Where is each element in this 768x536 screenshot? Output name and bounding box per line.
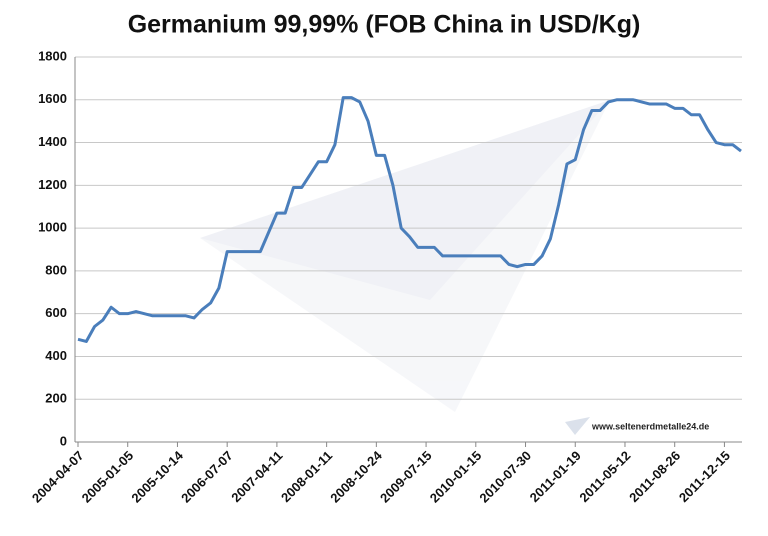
x-tick-label: 2005-10-14	[128, 447, 186, 505]
x-tick-label: 2008-10-24	[327, 447, 385, 505]
x-tick-label: 2008-01-11	[278, 448, 335, 505]
x-tick-label: 2011-12-15	[676, 448, 733, 505]
data-line	[77, 96, 742, 343]
x-tick-label: 2011-08-26	[626, 448, 683, 505]
x-tick-label: 2006-07-07	[178, 448, 236, 506]
x-tick-label: 2005-01-05	[79, 448, 137, 506]
y-tick-label: 1600	[38, 91, 67, 106]
x-tick-label: 2011-05-12	[576, 448, 633, 505]
y-tick-label: 200	[45, 391, 67, 406]
x-tick-label: 2009-07-15	[377, 448, 435, 506]
x-tick-label: 2010-01-15	[427, 448, 485, 506]
watermark-logo	[200, 100, 610, 435]
y-tick-label: 1800	[38, 48, 67, 63]
y-tick-label: 0	[60, 433, 67, 448]
watermark-text: www.seltenerdmetalle24.de	[591, 421, 709, 431]
y-tick-label: 600	[45, 305, 67, 320]
y-tick-label: 1400	[38, 134, 67, 149]
x-tick-label: 2011-01-19	[527, 448, 584, 505]
x-tick-label: 2010-07-30	[476, 448, 534, 506]
x-tick-label: 2004-04-07	[29, 448, 87, 506]
y-tick-label: 400	[45, 348, 67, 363]
chart-title: Germanium 99,99% (FOB China in USD/Kg)	[128, 11, 641, 39]
y-tick-label: 1200	[38, 177, 67, 192]
y-tick-label: 1000	[38, 220, 67, 235]
x-tick-label: 2007-04-11	[228, 448, 285, 505]
y-tick-label: 800	[45, 262, 67, 277]
